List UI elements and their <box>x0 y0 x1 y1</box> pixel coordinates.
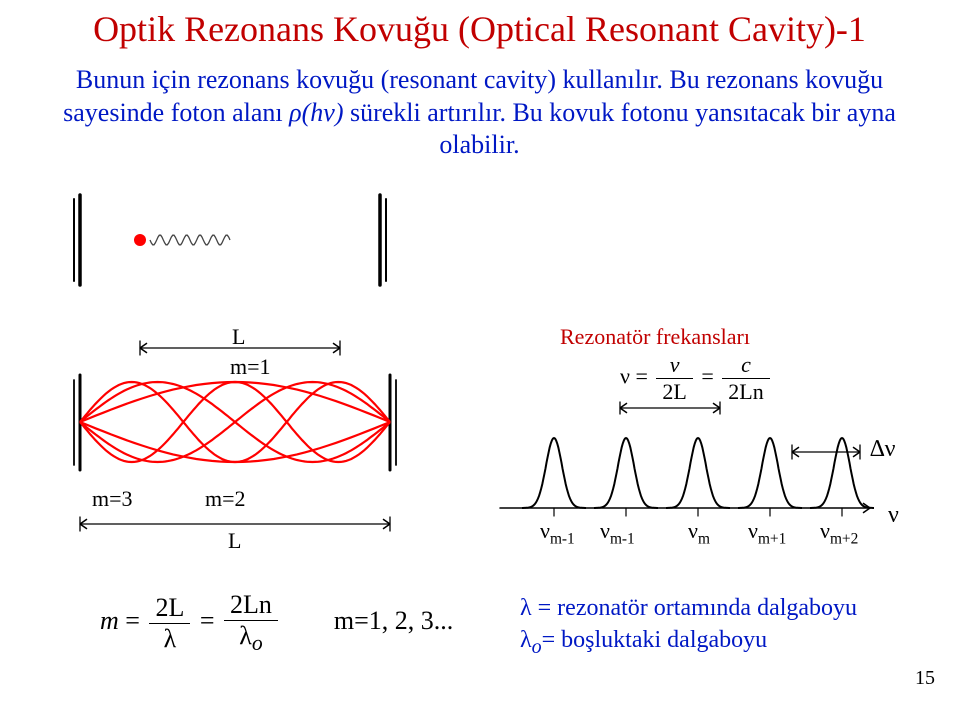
spectrum-tick-label: νm <box>688 518 710 548</box>
num-2L-text: 2L <box>155 593 184 622</box>
frac-v-over-2L: v 2L <box>656 352 692 405</box>
den-lambda-o-text: λ <box>239 621 252 650</box>
resonator-heading: Rezonatör frekansları <box>560 324 750 350</box>
label-m3: m=3 <box>92 486 133 512</box>
den-lambda-o: λo <box>224 620 278 656</box>
lambda-line2: λo= boşluktaki dalgaboyu <box>520 624 857 661</box>
spectrum-tick-label: νm+1 <box>748 518 786 548</box>
num-c: c <box>722 352 769 378</box>
m-values: m=1, 2, 3... <box>334 606 453 635</box>
eq4: = <box>200 606 221 635</box>
label-m2: m=2 <box>205 486 246 512</box>
lambda-explain: λ = rezonatör ortamında dalgaboyu λo= bo… <box>520 592 857 661</box>
lambda-line2-pre: λ <box>520 627 532 653</box>
label-L-top: L <box>232 324 245 350</box>
spectrum-tick-label: νm-1 <box>540 518 575 548</box>
den-2Ln-text: 2Ln <box>728 379 763 404</box>
den-2L: 2L <box>656 378 692 405</box>
mode-number-formula: m = 2L λ = 2Ln λo m=1, 2, 3... <box>100 590 453 656</box>
den-lambda-o-sub: o <box>252 631 263 655</box>
lambda-line1: λ = rezonatör ortamında dalgaboyu <box>520 592 857 624</box>
nu-symbol: ν <box>620 364 630 389</box>
den-lambda: λ <box>149 623 190 654</box>
frac-2Ln-over-lambda-o: 2Ln λo <box>224 590 278 656</box>
num-v: v <box>656 352 692 378</box>
lambda-line2-sub: o <box>532 636 542 658</box>
den-lambda-text: λ <box>164 624 177 653</box>
page-number: 15 <box>915 667 935 690</box>
label-L-bottom: L <box>228 528 241 554</box>
frac-c-over-2Ln: c 2Ln <box>722 352 769 405</box>
frac-2L-over-lambda: 2L λ <box>149 593 190 654</box>
resonator-frequency-formula: ν = v 2L = c 2Ln <box>620 352 773 405</box>
eq2: = <box>701 364 719 389</box>
den-2Ln: 2Ln <box>722 378 769 405</box>
den-2L-text: 2L <box>662 379 686 404</box>
eq1: = <box>635 364 653 389</box>
num-2Ln: 2Ln <box>224 590 278 620</box>
num-2L: 2L <box>149 593 190 623</box>
lambda-line1-rest: rezonatör ortamında dalgaboyu <box>557 595 857 621</box>
axis-nu-label: ν <box>888 502 899 529</box>
lambda-line1-pre: λ = <box>520 595 557 621</box>
spectrum-tick-label: νm-1 <box>600 518 635 548</box>
m-symbol: m <box>100 606 119 635</box>
spectrum-tick-label: νm+2 <box>820 518 858 548</box>
delta-nu-label: ∆ν <box>870 436 896 463</box>
num-2Ln-text: 2Ln <box>230 590 272 619</box>
eq3: = <box>125 606 146 635</box>
lambda-line2-rest: = boşluktaki dalgaboyu <box>542 627 768 653</box>
label-m1: m=1 <box>230 354 271 380</box>
